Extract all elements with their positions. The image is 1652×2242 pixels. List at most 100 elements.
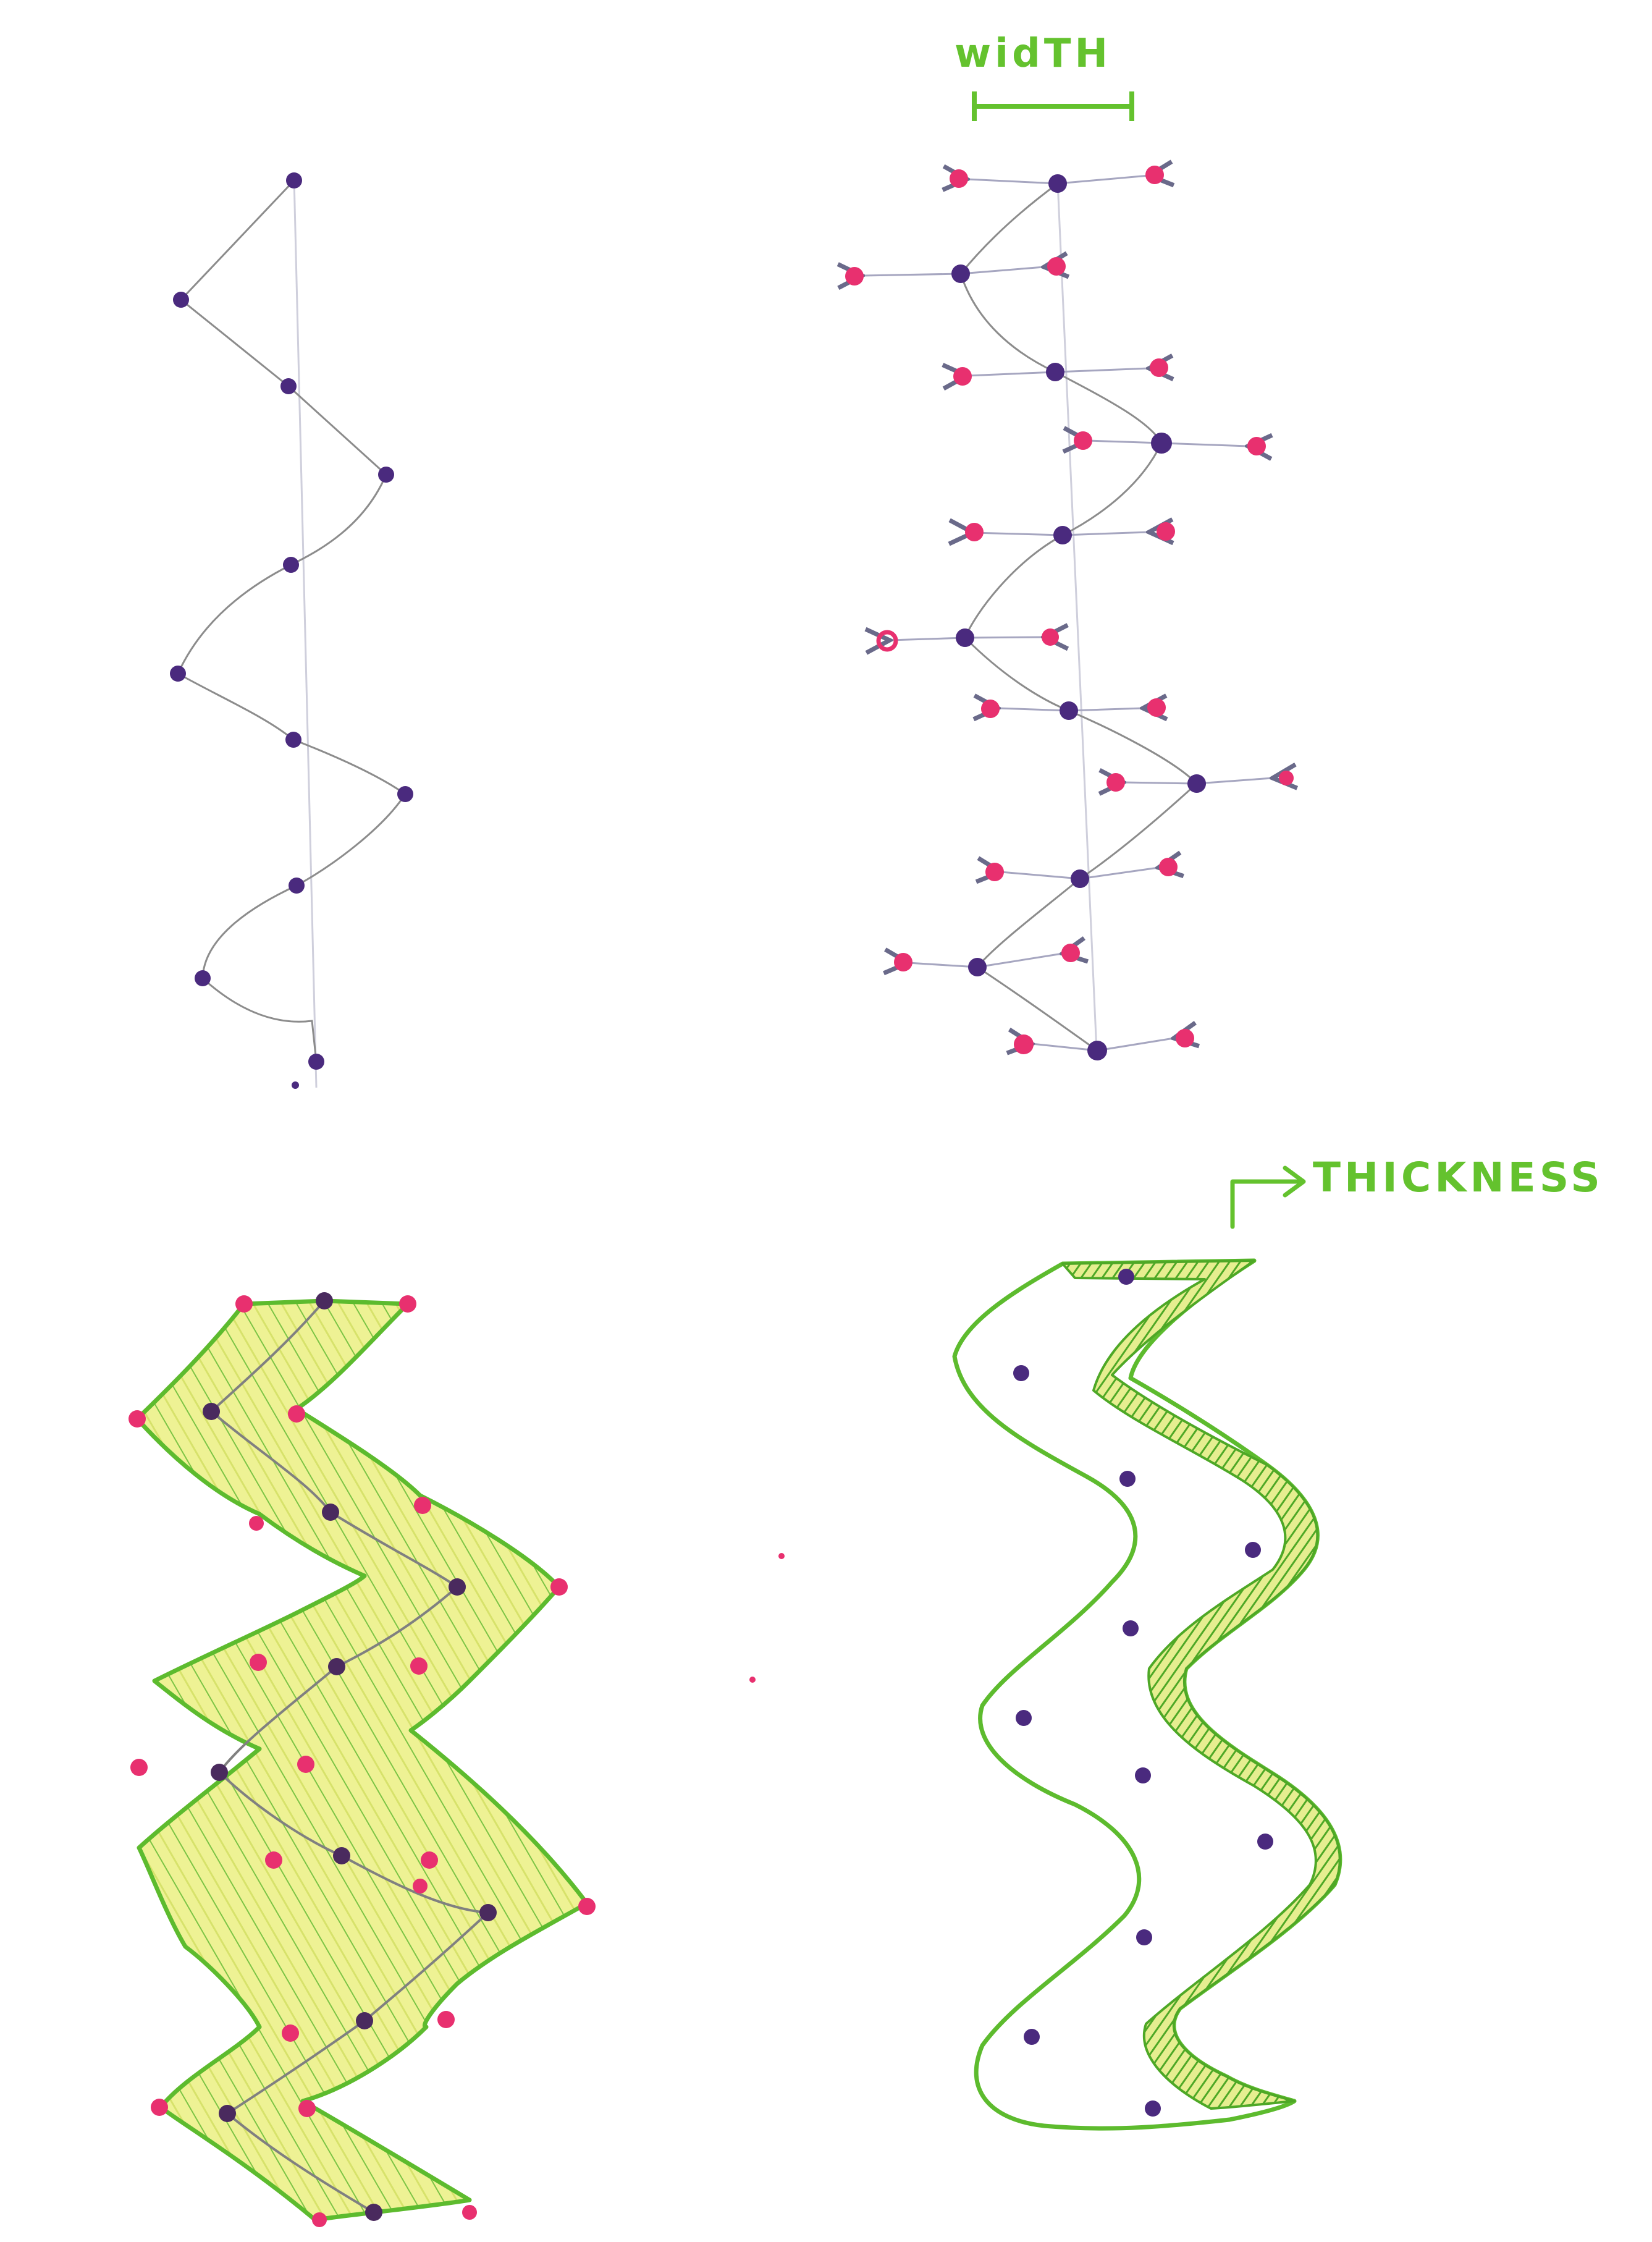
curve xyxy=(959,182,1199,1052)
edge-point xyxy=(298,2100,316,2117)
center-points xyxy=(951,174,1206,1060)
center-point xyxy=(289,878,305,894)
center-point xyxy=(1013,1365,1029,1381)
edge-point xyxy=(312,2212,327,2227)
center-point xyxy=(203,1403,220,1420)
center-point xyxy=(308,1054,324,1070)
edge-point xyxy=(1047,257,1066,276)
edge-point xyxy=(1150,358,1168,377)
center-point xyxy=(316,1292,333,1309)
edge-point xyxy=(1147,698,1166,717)
width-label: widTH xyxy=(955,31,1111,77)
outer-outline xyxy=(952,1258,1342,2131)
guide-line xyxy=(1056,182,1098,1051)
curve xyxy=(177,179,407,1062)
center-point xyxy=(356,2012,373,2029)
center-point xyxy=(328,1658,345,1675)
edge-point xyxy=(1157,522,1175,541)
center-point xyxy=(1048,174,1067,193)
edge-point xyxy=(151,2099,168,2116)
edge-point xyxy=(130,1759,148,1776)
center-point xyxy=(951,264,970,283)
edge-point xyxy=(297,1756,314,1773)
edge-point xyxy=(410,1657,428,1675)
center-point xyxy=(211,1764,228,1781)
center-point xyxy=(286,172,302,188)
edge-point xyxy=(288,1405,305,1423)
center-point xyxy=(1071,869,1089,888)
edge-point xyxy=(550,1578,568,1596)
center-point xyxy=(1016,1710,1032,1726)
edge-point xyxy=(578,1898,596,1915)
edge-point xyxy=(1061,944,1080,962)
edge-point xyxy=(894,953,912,971)
center-point xyxy=(1060,701,1078,720)
center-point xyxy=(219,2105,236,2122)
center-point xyxy=(1257,1834,1273,1850)
edge-point xyxy=(250,1654,267,1671)
edge-point xyxy=(985,863,1004,881)
center-point xyxy=(1087,1041,1107,1060)
center-point xyxy=(378,467,394,483)
center-point xyxy=(397,786,413,802)
stray-dot xyxy=(778,1553,785,1559)
center-point xyxy=(1145,2100,1161,2117)
edge-point xyxy=(950,169,968,188)
edge-point xyxy=(1247,437,1266,455)
edge-points xyxy=(845,166,1294,1054)
center-point xyxy=(1046,363,1064,381)
edge-point xyxy=(965,523,984,541)
center-point xyxy=(173,292,189,308)
edge-point xyxy=(876,630,898,652)
edge-points xyxy=(129,1295,596,2227)
panel-filled-ribbon xyxy=(129,1292,596,2227)
center-point xyxy=(1118,1269,1134,1285)
center-point xyxy=(449,1578,466,1596)
center-point xyxy=(280,378,297,394)
edge-point xyxy=(235,1295,253,1313)
center-point xyxy=(365,2204,382,2221)
thickness-label: THICKNESS xyxy=(1313,1154,1604,1201)
guide-line xyxy=(293,179,318,1088)
edge-point xyxy=(265,1851,282,1869)
center-point xyxy=(195,970,211,986)
edge-point xyxy=(1074,431,1092,450)
center-point xyxy=(322,1504,339,1521)
edge-point xyxy=(1042,628,1059,646)
center-point xyxy=(968,958,987,976)
edge-point xyxy=(249,1516,264,1531)
center-point xyxy=(1053,526,1072,544)
edge-point xyxy=(413,1879,428,1893)
center-point xyxy=(1024,2029,1040,2045)
center-point xyxy=(170,666,186,682)
edge-point xyxy=(953,367,972,386)
thickness-rim xyxy=(1061,1259,1341,2110)
center-point xyxy=(956,628,974,647)
center-point xyxy=(479,1904,497,1921)
panel-thickness-outline: THICKNESS xyxy=(952,1154,1604,2131)
center-point xyxy=(285,732,301,748)
edge-point xyxy=(1159,858,1178,876)
edge-point xyxy=(845,267,864,286)
center-point xyxy=(1187,774,1206,793)
edge-point xyxy=(462,2205,477,2220)
edge-point xyxy=(414,1497,431,1514)
center-point xyxy=(1123,1620,1139,1636)
edge-point xyxy=(1279,771,1294,785)
edge-point xyxy=(399,1295,416,1313)
thickness-arrow xyxy=(1230,1165,1306,1229)
stray-dot xyxy=(749,1677,756,1683)
edge-point xyxy=(437,2011,455,2028)
center-point xyxy=(1135,1767,1151,1783)
center-point xyxy=(283,557,299,573)
ribbon-shape xyxy=(135,1298,589,2222)
center-point xyxy=(333,1847,350,1864)
edge-point xyxy=(129,1410,146,1428)
center-points xyxy=(170,172,413,1089)
width-bracket xyxy=(972,91,1134,121)
center-point xyxy=(1136,1929,1152,1945)
edge-point xyxy=(1145,166,1164,184)
edge-point xyxy=(981,700,1000,718)
center-point xyxy=(1245,1542,1261,1558)
